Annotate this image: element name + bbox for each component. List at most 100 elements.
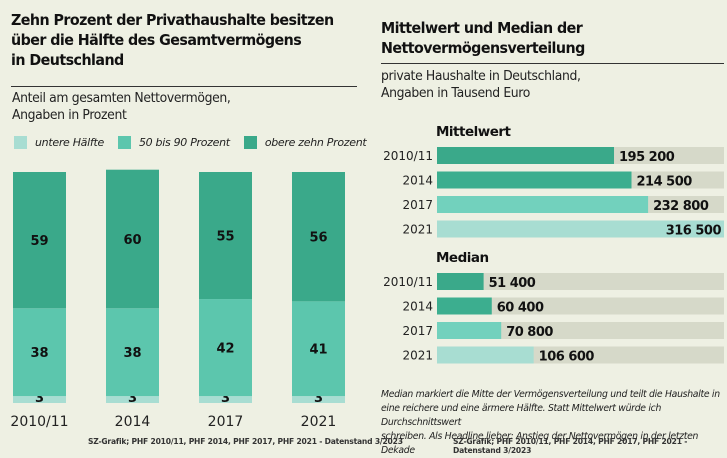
bar-segment-bottom-half	[13, 396, 66, 403]
legend-item-top-ten: obere zehn Prozent	[243, 136, 367, 149]
bar-segment-middle	[13, 308, 66, 397]
hbar-row: 2014 60 400	[402, 297, 724, 316]
bar-value-label: 60 400	[497, 301, 544, 316]
bar-value-label: 70 800	[506, 325, 553, 340]
bar-track	[437, 273, 724, 290]
hbar	[437, 322, 502, 339]
hbar-row: 2010/11 195 200	[383, 147, 724, 165]
bar-segment-bottom-half	[106, 396, 159, 403]
hbar	[437, 171, 632, 189]
hbar-row: 2017 70 800	[402, 322, 724, 340]
x-tick-label: 2021	[301, 414, 337, 430]
stacked-bar: 3 41 56	[292, 172, 345, 406]
bar-value-label: 195 200	[619, 150, 675, 165]
bar-value-label: 41	[309, 343, 327, 358]
y-tick-label: 2021	[402, 349, 433, 363]
bar-segment-middle	[199, 299, 252, 397]
hbar-row: 2021 106 600	[402, 346, 724, 365]
hbar	[437, 273, 484, 290]
hbar-row: 2014 214 500	[402, 171, 724, 190]
stacked-bar-chart: 3 38 59 2010/11 3 38 60 2014 3 42 55 2017 3 41 56 2021	[10, 169, 345, 430]
bar-value-label: 42	[216, 342, 234, 357]
left-subtitle-line: Angaben in Prozent	[12, 107, 127, 123]
bar-value-label: 214 500	[637, 175, 693, 190]
bar-value-label: 55	[216, 230, 234, 245]
right-title-rule	[381, 63, 724, 64]
y-tick-label: 2017	[402, 198, 433, 212]
right-title-line: Mittelwert und Median der	[381, 19, 583, 37]
bar-value-label: 51 400	[489, 276, 536, 291]
x-tick-label: 2014	[115, 414, 151, 430]
right-source: SZ-Grafik; PHF 2010/11, PHF 2014, PHF 20…	[453, 437, 688, 455]
mean-section-label: Mittelwert	[436, 124, 511, 140]
bar-value-label: 3	[35, 391, 44, 406]
hbar	[437, 220, 724, 238]
hbar-row: 2021 316 500	[402, 220, 724, 239]
stacked-bar: 3 38 59	[13, 172, 66, 406]
hbar	[437, 346, 534, 364]
legend-label: obere zehn Prozent	[264, 136, 367, 149]
bar-value-label: 60	[123, 233, 141, 248]
left-subtitle: Anteil am gesamten Nettovermögen, Angabe…	[12, 90, 231, 124]
bar-value-label: 38	[123, 346, 141, 361]
bar-segment-top-ten	[292, 172, 345, 302]
bar-value-label: 3	[221, 391, 230, 406]
left-subtitle-line: Anteil am gesamten Nettovermögen,	[12, 90, 231, 106]
y-tick-label: 2014	[402, 174, 433, 188]
legend-swatch-middle	[117, 136, 131, 149]
bar-value-label: 3	[314, 391, 323, 406]
legend-swatch-top-ten	[243, 136, 257, 149]
stacked-bar: 3 42 55	[199, 172, 252, 406]
bar-value-label: 316 500	[666, 224, 722, 239]
left-title-rule	[11, 86, 357, 87]
bar-value-label: 59	[30, 234, 48, 249]
bar-value-label: 106 600	[539, 350, 595, 365]
left-title-line: Zehn Prozent der Privathaushalte besitze…	[11, 11, 334, 29]
y-tick-label: 2014	[402, 300, 433, 314]
bar-segment-bottom-half	[292, 396, 345, 403]
bar-track	[437, 322, 724, 339]
bar-value-label: 3	[128, 391, 137, 406]
left-title-line: über die Hälfte des Gesamtvermögens	[11, 31, 302, 49]
footnote-line: Median markiert die Mitte der Vermögensv…	[381, 389, 720, 400]
hbar-row: 2017 232 800	[402, 196, 724, 214]
legend-label: untere Hälfte	[35, 136, 104, 149]
left-title: Zehn Prozent der Privathaushalte besitze…	[11, 10, 334, 70]
footnote-line: eine reichere und eine ärmere Hälfte. St…	[381, 403, 662, 428]
legend-swatch-bottom-half	[14, 136, 27, 149]
right-title: Mittelwert und Median der Nettovermögens…	[381, 18, 585, 58]
left-source: SZ-Grafik; PHF 2010/11, PHF 2014, PHF 20…	[88, 437, 403, 446]
bar-track	[437, 297, 724, 315]
legend-item-middle: 50 bis 90 Prozent	[117, 136, 230, 149]
bar-value-label: 232 800	[653, 199, 709, 214]
right-title-line: Nettovermögensverteilung	[381, 39, 585, 57]
right-subtitle-line: Angaben in Tausend Euro	[381, 85, 530, 101]
median-section-label: Median	[436, 250, 489, 266]
bar-segment-middle	[106, 308, 159, 397]
bar-segment-middle	[292, 301, 345, 397]
right-subtitle-line: private Haushalte in Deutschland,	[381, 68, 581, 84]
mean-bar-chart: 2010/11 195 200 2014 214 500 2017 232 800 2021…	[383, 147, 724, 239]
hbar	[437, 147, 615, 164]
bar-segment-top-ten	[13, 172, 66, 309]
bar-value-label: 56	[309, 231, 327, 246]
legend-item-bottom-half: untere Hälfte	[14, 136, 104, 149]
x-tick-label: 2010/11	[10, 414, 68, 430]
legend-label: 50 bis 90 Prozent	[138, 136, 230, 149]
hbar	[437, 196, 649, 213]
left-title-line: in Deutschland	[11, 51, 124, 69]
bar-value-label: 38	[30, 346, 48, 361]
bar-segment-top-ten	[106, 169, 159, 309]
bar-segment-bottom-half	[199, 396, 252, 403]
x-tick-label: 2017	[208, 414, 244, 430]
y-tick-label: 2010/11	[383, 275, 433, 289]
hbar	[437, 297, 492, 315]
median-bar-chart: 2010/11 51 400 2014 60 400 2017 70 800 2021 106…	[383, 273, 724, 365]
y-tick-label: 2021	[402, 223, 433, 237]
y-tick-label: 2017	[402, 324, 433, 338]
bar-segment-top-ten	[199, 172, 252, 300]
stacked-bar: 3 38 60	[106, 169, 159, 406]
y-tick-label: 2010/11	[383, 149, 433, 163]
right-subtitle: private Haushalte in Deutschland, Angabe…	[381, 68, 581, 102]
hbar-row: 2010/11 51 400	[383, 273, 724, 291]
